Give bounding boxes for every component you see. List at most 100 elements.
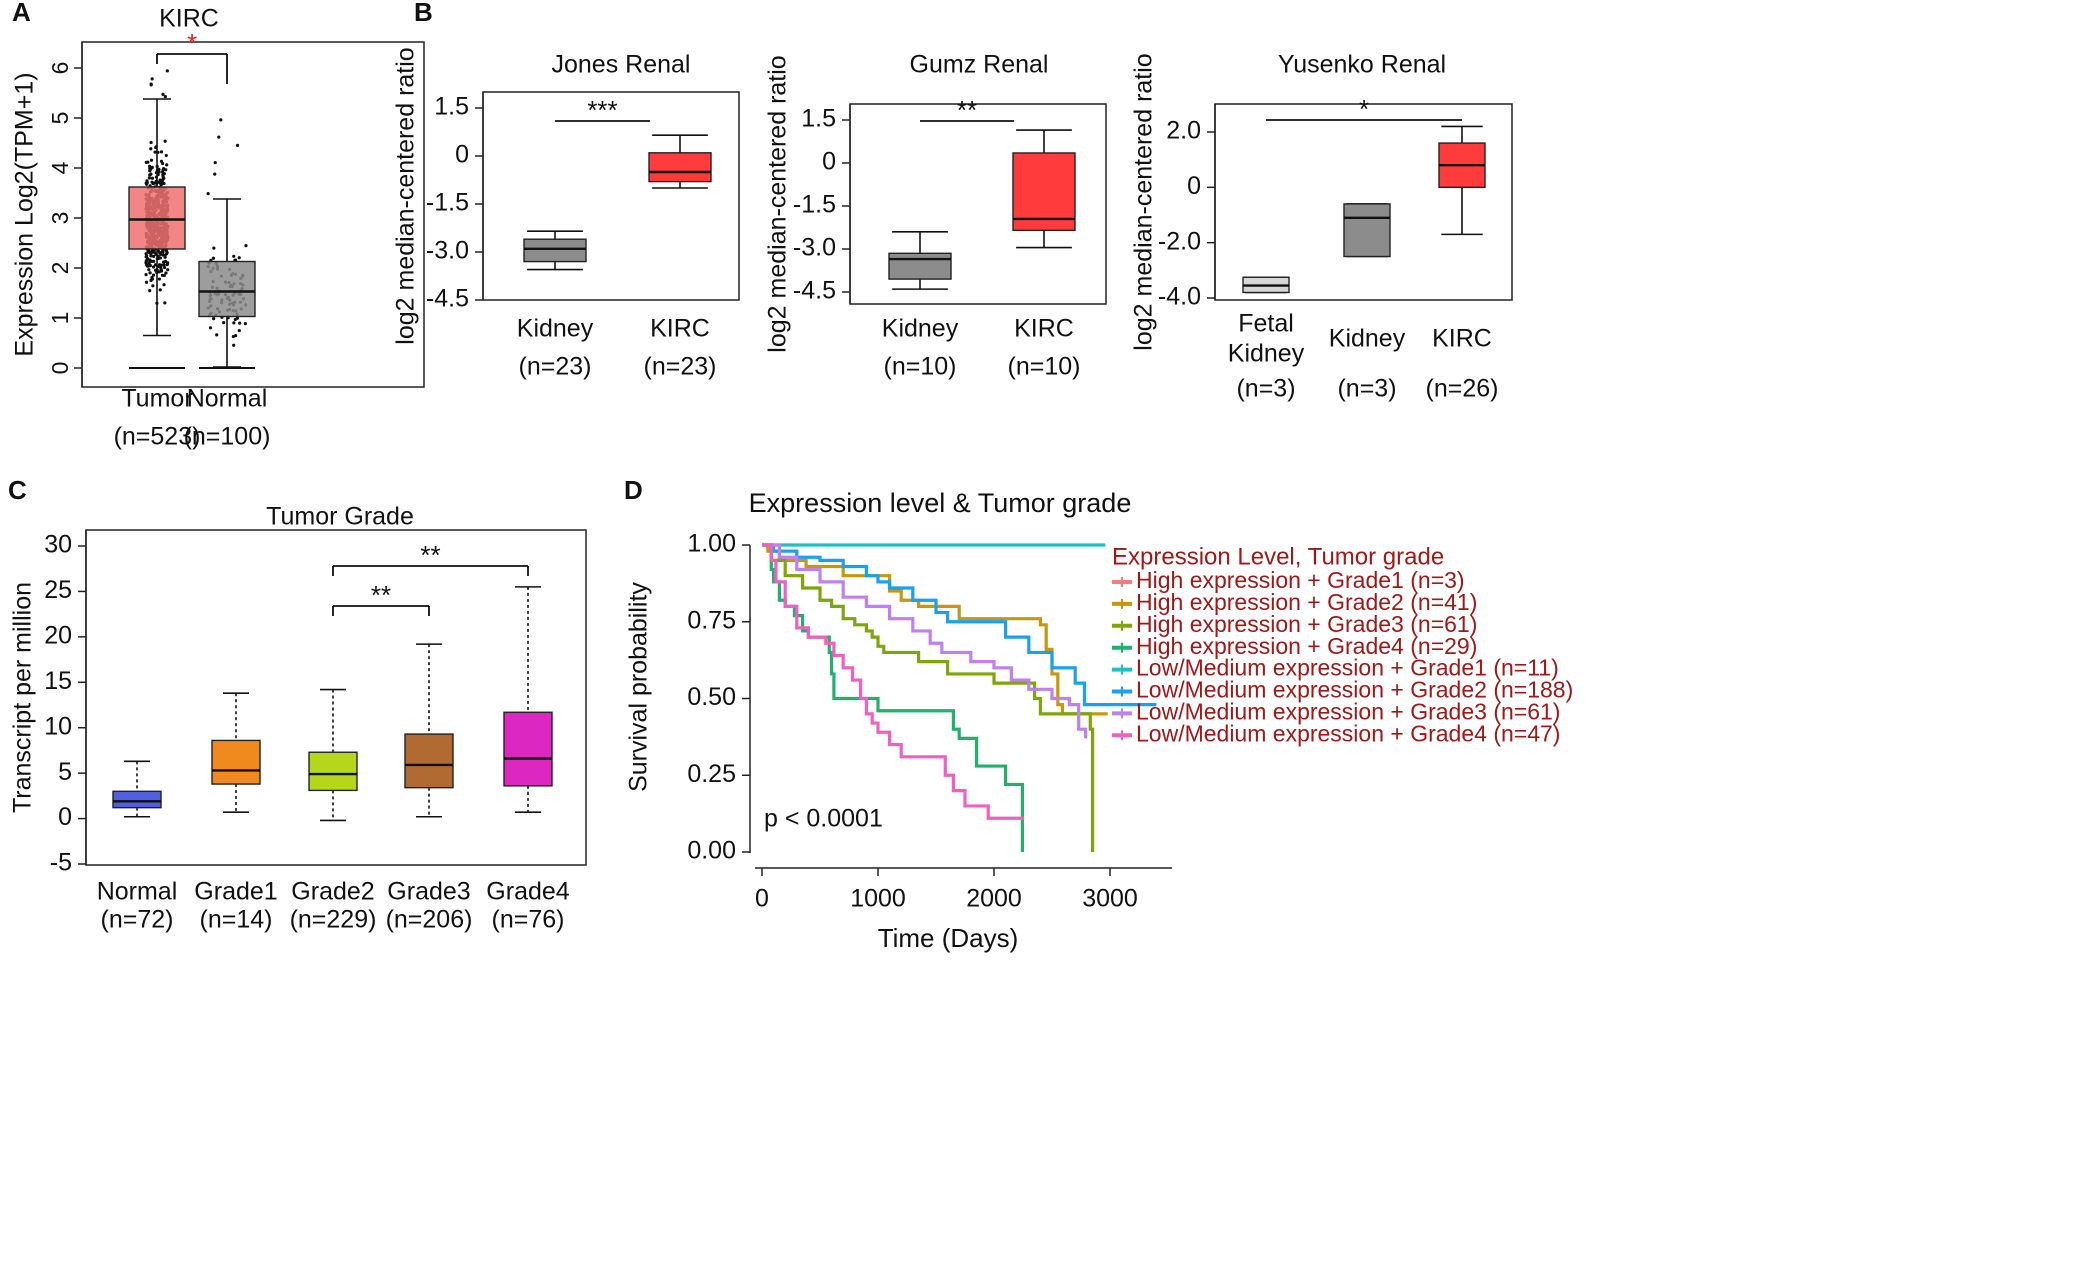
sig-label: **	[420, 540, 440, 570]
data-point	[163, 301, 167, 305]
data-point	[144, 273, 148, 277]
data-point	[157, 277, 161, 281]
data-point	[148, 263, 152, 268]
data-point	[159, 267, 163, 271]
data-point	[206, 192, 210, 196]
count-label: (n=100)	[184, 423, 271, 451]
category-label: Kidney	[517, 315, 594, 343]
y-axis-label: log2 median-centered ratio	[1130, 53, 1158, 350]
y-tick-label: 0.75	[687, 606, 736, 634]
data-point	[159, 252, 163, 257]
y-tick-label: -4.5	[793, 277, 836, 305]
x-tick-label: 3000	[1082, 885, 1138, 913]
data-point	[159, 179, 163, 184]
box-1	[1343, 203, 1391, 258]
category-label: Grade2	[291, 878, 374, 906]
data-point	[146, 264, 150, 268]
y-tick-label: 0	[1187, 172, 1201, 200]
count-label: (n=10)	[1008, 353, 1081, 381]
data-point	[208, 326, 213, 330]
data-point	[153, 150, 157, 154]
y-tick-label: 1.5	[801, 105, 836, 133]
legend-label: Low/Medium expression + Grade2 (n=188)	[1136, 677, 1573, 703]
survival-curve-6	[762, 543, 1088, 739]
box-0	[523, 238, 587, 263]
data-point	[164, 271, 168, 275]
legend-label: High expression + Grade2 (n=41)	[1136, 589, 1477, 615]
data-point	[165, 69, 169, 73]
data-point	[148, 289, 152, 293]
y-axis-label: Expression Log2(TPM+1)	[11, 72, 39, 356]
y-tick-label: 0	[455, 141, 469, 169]
count-label: (n=3)	[1236, 375, 1295, 403]
data-point	[160, 161, 165, 166]
category-label: Normal	[97, 878, 178, 906]
box-0	[128, 186, 186, 250]
data-point	[211, 256, 216, 260]
data-point	[149, 140, 153, 145]
x-tick-label: 0	[755, 885, 769, 913]
y-axis-label: Transcript per million	[9, 582, 37, 813]
box-4	[503, 711, 553, 787]
data-point	[149, 83, 153, 87]
data-point	[166, 268, 170, 272]
chart-title: Jones Renal	[552, 51, 691, 79]
y-axis-label: log2 median-centered ratio	[392, 47, 420, 344]
count-label: (n=3)	[1337, 375, 1396, 403]
chart-title: Tumor Grade	[266, 503, 414, 531]
y-tick-label: 0.00	[687, 837, 736, 865]
y-tick-label: 20	[44, 621, 72, 649]
legend-label: Low/Medium expression + Grade4 (n=47)	[1136, 720, 1560, 746]
data-point	[162, 265, 167, 270]
category-label: Fetal	[1238, 310, 1294, 338]
data-point	[149, 172, 153, 176]
data-point	[144, 259, 148, 264]
data-point	[237, 328, 241, 333]
category-label: KIRC	[1432, 325, 1492, 353]
data-point	[150, 77, 154, 81]
data-point	[157, 264, 161, 269]
data-point	[148, 164, 152, 168]
count-label: (n=23)	[519, 353, 592, 381]
data-point	[150, 277, 155, 281]
data-point	[162, 172, 166, 176]
data-point	[232, 254, 236, 258]
y-tick-label: 25	[44, 576, 72, 604]
y-tick-label: 0	[58, 803, 72, 831]
sig-label: *	[187, 28, 197, 58]
panel-letter-b: B	[414, 0, 433, 27]
data-point	[164, 249, 169, 253]
data-point	[160, 273, 165, 277]
data-point	[160, 250, 164, 254]
sig-label: **	[371, 580, 391, 610]
data-point	[163, 139, 167, 143]
data-point	[144, 181, 148, 185]
data-point	[147, 176, 151, 180]
chart-title: Expression level & Tumor grade	[749, 488, 1132, 518]
data-point	[232, 343, 236, 347]
x-tick-label: 1000	[850, 885, 906, 913]
count-label: (n=14)	[200, 906, 273, 934]
data-point	[164, 252, 169, 256]
category-label: Kidney	[882, 315, 959, 343]
panel-letter-a: A	[12, 0, 31, 27]
data-point	[158, 288, 162, 292]
y-tick-label: 30	[44, 531, 72, 559]
data-point	[161, 175, 165, 179]
data-point	[233, 317, 237, 322]
data-point	[148, 169, 152, 173]
y-tick-label: -2.0	[1158, 227, 1201, 255]
y-tick-label: 15	[44, 667, 72, 695]
y-tick-label: 1.5	[434, 93, 469, 121]
data-point	[153, 250, 157, 255]
panel-d: 0.00 0.25 0.50 0.75 1.00 0 1000 2000 3000 Time (D…	[625, 488, 1574, 953]
box-1	[198, 260, 256, 318]
data-point	[151, 181, 155, 186]
data-point	[234, 334, 238, 338]
sig-label: *	[1359, 94, 1369, 124]
category-label: Grade3	[387, 878, 470, 906]
data-point	[165, 163, 169, 167]
data-point	[235, 143, 240, 147]
data-point	[212, 317, 216, 321]
